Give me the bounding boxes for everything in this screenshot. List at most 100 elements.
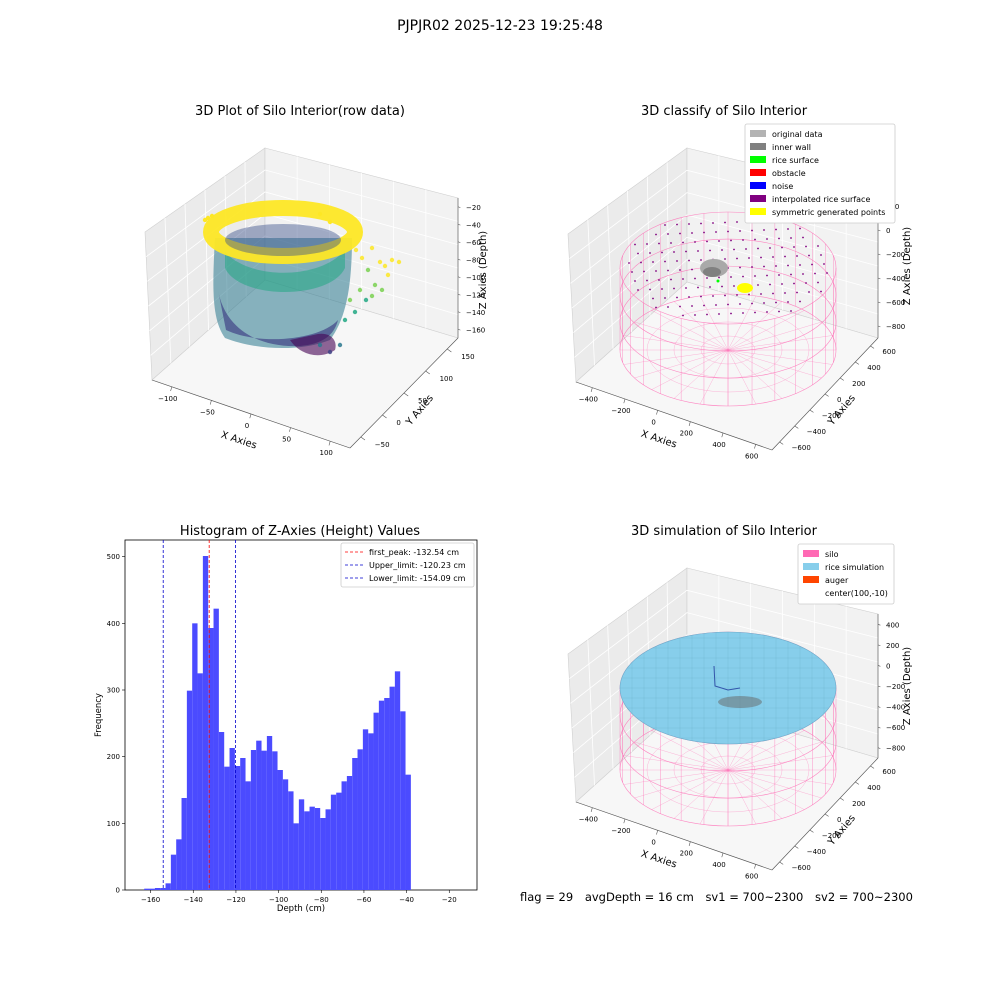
panel2-title: 3D classify of Silo Interior [640, 104, 808, 119]
interp-point [778, 310, 780, 313]
interp-point [778, 237, 780, 240]
interp-point [688, 296, 690, 298]
histogram-bar [277, 770, 283, 890]
interp-point [694, 314, 696, 316]
panel4-z-tick-label: −600 [886, 724, 905, 732]
legend-label: Upper_limit: -120.23 cm [369, 561, 466, 570]
histogram-bar [234, 766, 241, 890]
panel2-silo-wireframe [619, 211, 837, 407]
interp-point [730, 276, 732, 278]
interp-point [679, 232, 681, 235]
cloud-inner [225, 224, 341, 256]
panel4-y-tick-label: 600 [882, 768, 895, 776]
interp-point [658, 279, 660, 281]
grid-line [574, 259, 879, 358]
sv2-text: sv2 = 700~2300 [815, 890, 913, 904]
panel2-x-tick-label: 0 [651, 418, 655, 426]
panel2-z-tick-mark [877, 301, 881, 304]
histogram-bar [400, 711, 406, 890]
panel4-x-label: X Axies [640, 849, 679, 871]
interp-point [781, 283, 783, 285]
interp-point [706, 240, 708, 243]
cloud-point [396, 259, 402, 265]
interp-point [643, 270, 645, 273]
interp-point [763, 229, 765, 231]
interp-point [730, 312, 732, 315]
histogram-bar [341, 781, 347, 890]
interp-point [757, 247, 759, 250]
histogram-bar [245, 781, 251, 890]
panel1-z-label: Z Axies (Depth) [478, 231, 489, 309]
panel2-y-tick-mark [809, 409, 814, 413]
interp-point [730, 239, 732, 242]
interp-point [766, 238, 768, 240]
interp-point [706, 313, 708, 316]
panel3-y-ticks: 0 100 200 300 400 500 [107, 553, 125, 895]
interp-point [667, 306, 669, 308]
histogram-bar [170, 854, 177, 890]
legend-swatch [750, 208, 766, 215]
interp-point [712, 295, 714, 297]
cloud-point [337, 342, 343, 348]
panel4-x-tick-mark [754, 864, 756, 869]
panel4-y-tick-label: −400 [807, 848, 826, 856]
interp-point [733, 248, 735, 251]
panel1-z-tick-mark [457, 276, 461, 278]
legend-frame [340, 542, 475, 588]
interp-point [820, 290, 822, 293]
legend-label: symmetric generated points [772, 208, 885, 217]
interp-point [634, 280, 636, 282]
panel2-y-tick-label: −200 [822, 412, 841, 420]
interp-point [733, 285, 735, 287]
panel2-x-ticks: −400 −200 0 200 400 600 [579, 387, 758, 460]
panel1-x-tick-mark [170, 386, 173, 392]
panel2-y-tick-mark [779, 441, 784, 445]
legend-label: obstacle [772, 169, 806, 178]
interp-point [640, 261, 642, 264]
legend-label: center(100,-10) [825, 589, 888, 598]
interp-point [709, 286, 711, 288]
legend-swatch [750, 182, 766, 189]
x-tick-label: −140 [184, 896, 203, 904]
interp-point [787, 228, 789, 230]
panel4-x-tick-label: 200 [680, 850, 693, 858]
panel4-z-tick-mark [877, 747, 881, 749]
interp-point [682, 314, 684, 317]
status-footer: flag = 29 avgDepth = 16 cm sv1 = 700~230… [520, 890, 921, 904]
legend-swatch [803, 563, 819, 570]
interp-point [754, 275, 756, 277]
interp-point [817, 281, 819, 284]
panel2-y-tick-label: 200 [852, 380, 865, 388]
legend-label: original data [772, 130, 823, 139]
interp-point [664, 297, 666, 299]
cloud-point [365, 267, 371, 273]
y-tick-label: 500 [107, 553, 120, 561]
panel1-y-tick-mark [447, 348, 452, 353]
panel4-z-label: Z Axies (Depth) [902, 647, 913, 725]
histogram-bar [165, 883, 171, 890]
panel2-x-tick-mark [623, 398, 626, 404]
interp-point [655, 270, 657, 272]
interp-point [718, 240, 720, 242]
rice-surface-point [716, 279, 720, 283]
panel4-x-tick-label: 400 [712, 861, 725, 869]
panel1-z-tick-mark [457, 328, 461, 331]
interp-point [670, 242, 672, 244]
panel2-y-tick-mark [824, 393, 829, 397]
panel1-x-ticks: −100 −50 0 50 100 [158, 386, 333, 457]
panel1-z-tick-mark [457, 258, 461, 261]
interp-point [805, 282, 807, 284]
panel1-y-tick-mark [425, 370, 430, 375]
panel1-y-tick-mark [382, 414, 387, 419]
panel4-x-tick-mark [590, 807, 593, 812]
histogram-bar [389, 686, 395, 890]
interp-point [772, 256, 774, 258]
interp-point [709, 249, 711, 252]
histogram-bar [314, 808, 321, 890]
cloud-point [209, 213, 215, 219]
interp-point [670, 278, 672, 281]
interp-point [724, 294, 726, 297]
cloud-bottom-bulge [290, 333, 336, 356]
panel1-z-tick-mark [457, 206, 461, 208]
